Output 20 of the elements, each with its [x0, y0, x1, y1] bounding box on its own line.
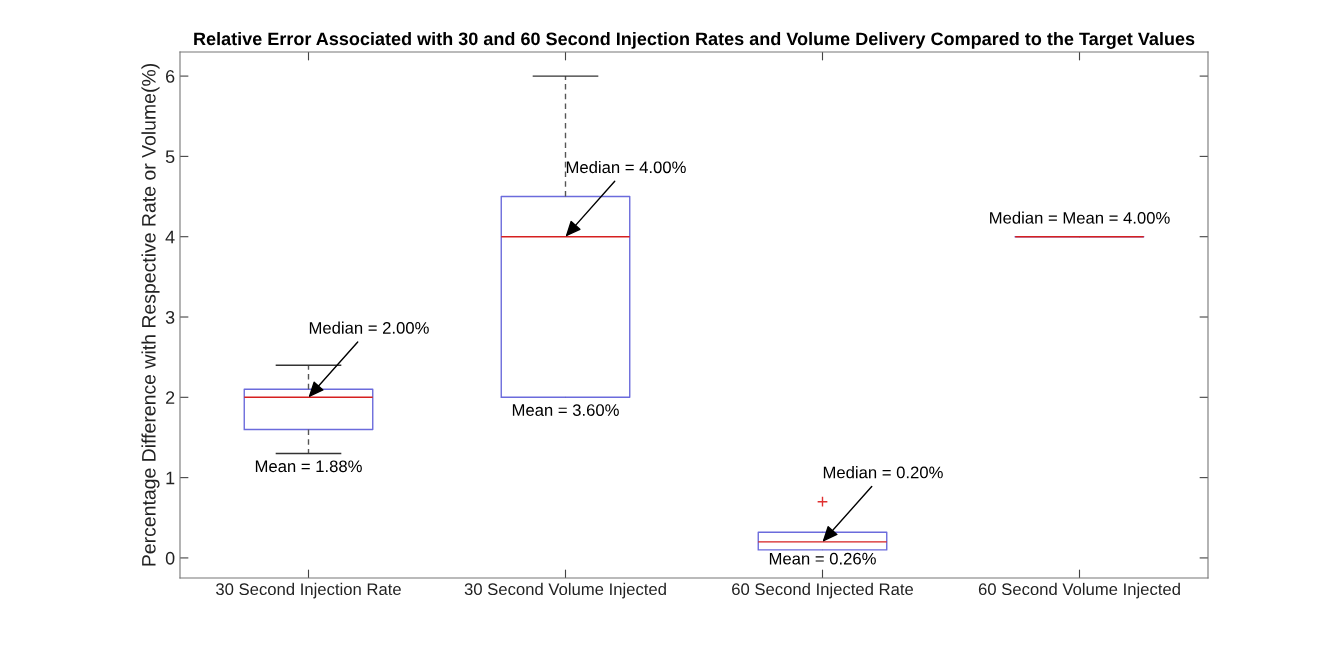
- y-tick-label: 3: [165, 310, 175, 324]
- annotation: Median = 4.00%: [566, 160, 686, 174]
- chart-title: Relative Error Associated with 30 and 60 Second Injection Rates and Volume Delivery Compared to the Target Values: [194, 31, 1195, 49]
- annotation: Mean = 3.60%: [512, 404, 619, 416]
- x-tick-label: 60 Second Volume Injected: [978, 582, 1180, 599]
- annotation: Median = 2.00%: [309, 321, 429, 334]
- y-tick-label: 0: [165, 551, 175, 565]
- y-axis-title: Percentage Difference with Respective Rate or Volume(%): [141, 64, 160, 566]
- x-tick-label: 30 Second Volume Injected: [464, 582, 666, 599]
- y-tick-label: 1: [166, 471, 175, 485]
- y-tick-label: 2: [166, 391, 175, 404]
- x-tick-label: 30 Second Injection Rate: [216, 582, 401, 599]
- y-tick-label: 5: [165, 150, 175, 164]
- y-tick-label: 6: [166, 70, 175, 83]
- y-tick-label: 4: [165, 230, 175, 244]
- x-tick-label: 60 Second Injected Rate: [732, 582, 914, 599]
- annotation: Median = 0.20%: [823, 466, 943, 479]
- annotation: Median = Mean = 4.00%: [990, 211, 1170, 224]
- annotation: Mean = 1.88%: [255, 460, 362, 473]
- annotation: Mean = 0.26%: [769, 552, 876, 565]
